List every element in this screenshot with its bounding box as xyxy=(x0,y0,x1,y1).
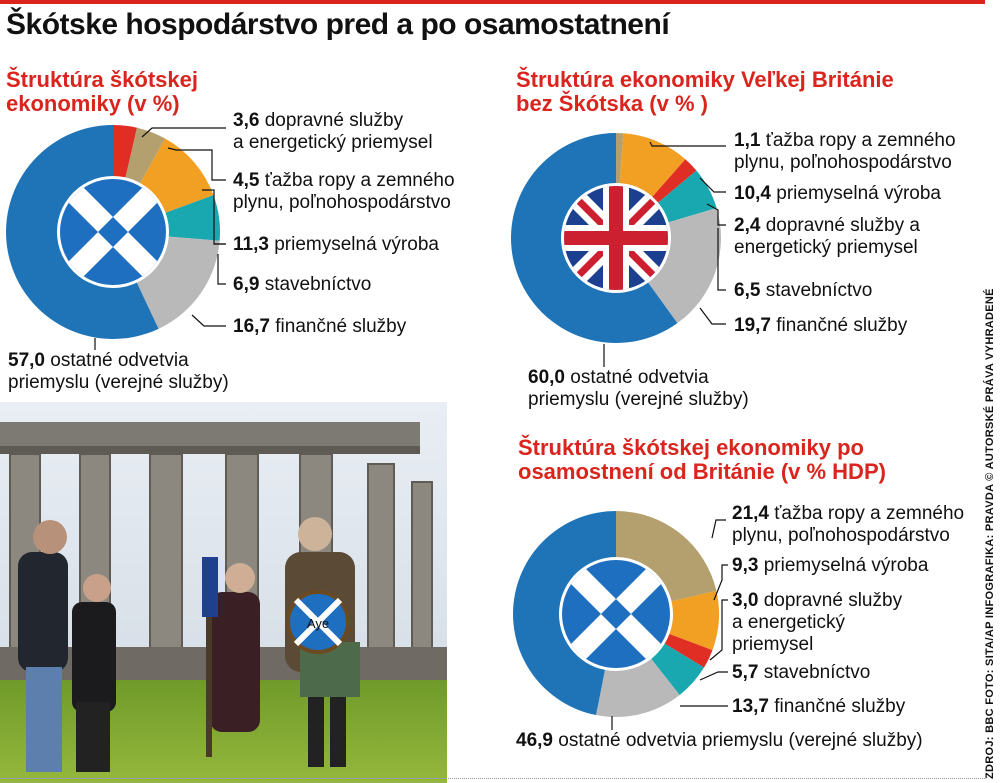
chart1-text-manufacturing: priemyselná výroba xyxy=(274,234,439,255)
chart2-text-finance: finančné služby xyxy=(776,315,908,336)
chart3-title: Štruktúra škótskej ekonomiky po osamostn… xyxy=(518,435,886,484)
chart3-value-transport: 3,0 xyxy=(732,590,759,611)
source-credit: ZDROJ: BBC FOTO: SITA/AP INFOGRAFIKA: PR… xyxy=(984,288,996,779)
top-accent-bar xyxy=(0,0,985,4)
chart2-label-transport: 2,4 dopravné služby a energetický priemys… xyxy=(734,215,920,259)
page-title: Škótske hospodárstvo pred a po osamostat… xyxy=(6,8,670,41)
chart2-slice-finance xyxy=(648,207,721,324)
chart3-text-other: ostatné odvetvia priemyslu (verejné služ… xyxy=(558,730,923,751)
chart2-slice-other xyxy=(511,133,678,343)
chart2-slice-oil xyxy=(616,133,624,184)
chart3-slice-other xyxy=(513,511,616,716)
chart1-text-transport-2: a energetický priemysel xyxy=(233,132,433,153)
chart3-slice-finance xyxy=(596,658,680,717)
chart3-text-finance: finančné služby xyxy=(774,696,906,717)
chart1-text-transport: dopravné služby xyxy=(264,110,404,131)
chart1-donut xyxy=(6,125,220,339)
chart1-text-construction: stavebníctvo xyxy=(264,274,372,295)
chart1-value-oil: 4,5 xyxy=(233,170,260,191)
chart1-slice-finance xyxy=(136,236,220,329)
chart2-label-oil: 1,1 ťažba ropy a zemného plynu, poľnohosp… xyxy=(734,130,956,174)
chart3-text-oil: ťažba ropy a zemného xyxy=(774,503,965,524)
chart2-value-other: 60,0 xyxy=(528,367,565,388)
chart3-slice-transport xyxy=(664,633,713,668)
chart2-text-construction: stavebníctvo xyxy=(765,280,873,301)
chart1-text-oil-2: plynu, poľnohospodárstvo xyxy=(233,192,451,213)
chart3-label-transport: 3,0 dopravné služby a energetický priemyse… xyxy=(732,590,902,656)
chart3-value-construction: 5,7 xyxy=(732,662,759,683)
chart1-text-other-2: priemyslu (verejné služby) xyxy=(8,372,229,393)
chart1-text-other: ostatné odvetvia xyxy=(50,350,189,371)
chart1-label-transport: 3,6 dopravné služby a energetický priemys… xyxy=(233,110,433,154)
chart2-value-oil: 1,1 xyxy=(734,130,761,151)
chart3-value-oil: 21,4 xyxy=(732,503,769,524)
chart3-label-manufacturing: 9,3 priemyselná výroba xyxy=(732,555,928,577)
chart2-text-transport: dopravné služby a xyxy=(765,215,920,236)
chart2-slice-transport xyxy=(652,159,697,203)
chart3-label-construction: 5,7 stavebníctvo xyxy=(732,662,870,684)
chart1-label-construction: 6,9 stavebníctvo xyxy=(233,274,371,296)
chart1-slice-oil xyxy=(125,127,166,184)
chart1-label-manufacturing: 11,3 priemyselná výroba xyxy=(233,234,439,256)
chart1-value-transport: 3,6 xyxy=(233,110,260,131)
chart2-text-manufacturing: priemyselná výroba xyxy=(776,183,942,204)
chart3-label-oil: 21,4 ťažba ropy a zemného plynu, poľnohos… xyxy=(732,503,964,547)
chart2-label-manufacturing: 10,4 priemyselná výroba xyxy=(734,183,941,205)
chart2-title: Štruktúra ekonomiky Veľkej Británie bez … xyxy=(516,67,894,116)
chart2-value-manufacturing: 10,4 xyxy=(734,183,771,204)
chart2-slices xyxy=(511,133,721,343)
chart1-slice-other xyxy=(6,125,159,339)
chart1-title: Štruktúra škótskej ekonomiky (v %) xyxy=(6,67,198,116)
chart3-text-construction: stavebníctvo xyxy=(763,662,871,683)
chart3-text-manufacturing: priemyselná výroba xyxy=(763,555,929,576)
chart1-label-oil: 4,5 ťažba ropy a zemného plynu, poľnohosp… xyxy=(233,170,455,214)
chart1-value-other: 57,0 xyxy=(8,350,45,371)
chart1-value-manufacturing: 11,3 xyxy=(233,234,269,255)
chart1-text-finance: finančné služby xyxy=(275,316,407,337)
chart3-slice-manufacturing xyxy=(669,590,719,651)
chart2-text-other-2: priemyslu (verejné služby) xyxy=(528,389,749,410)
chart1-label-finance: 16,7 finančné služby xyxy=(233,316,406,338)
chart3-text-oil-2: plynu, poľnohospodárstvo xyxy=(732,525,950,546)
chart3-value-finance: 13,7 xyxy=(732,696,769,717)
chart2-value-transport: 2,4 xyxy=(734,215,761,236)
chart3-text-transport-2: a energetický xyxy=(732,612,846,633)
chart1-slice-transport xyxy=(113,125,137,178)
chart3-value-other: 46,9 xyxy=(516,730,553,751)
chart3-donut xyxy=(513,511,719,717)
chart2-donut xyxy=(511,133,721,343)
shield-icon: Aye xyxy=(286,590,350,654)
chart3-label-finance: 13,7 finančné služby xyxy=(732,696,905,718)
chart1-text-oil: ťažba ropy a zemného xyxy=(264,170,455,191)
chart1-value-construction: 6,9 xyxy=(233,274,260,295)
bottom-divider xyxy=(0,778,985,779)
chart3-slice-oil xyxy=(616,511,717,602)
chart2-label-construction: 6,5 stavebníctvo xyxy=(734,280,872,302)
chart2-slice-manufacturing xyxy=(619,133,686,197)
chart2-label-finance: 19,7 finančné služby xyxy=(734,315,907,337)
chart2-value-construction: 6,5 xyxy=(734,280,761,301)
chart3-text-transport: dopravné služby xyxy=(763,590,903,611)
photo-national-monument: Aye xyxy=(0,402,447,783)
scotland-flag-icon xyxy=(60,179,166,285)
chart1-value-finance: 16,7 xyxy=(233,316,270,337)
shield-text: Aye xyxy=(307,616,329,631)
chart2-text-oil-2: plynu, poľnohospodárstvo xyxy=(734,152,952,173)
chart2-text-transport-2: energetický priemysel xyxy=(734,237,918,258)
chart2-text-oil: ťažba ropy a zemného xyxy=(765,130,956,151)
chart3-slice-construction xyxy=(651,643,704,695)
chart2-text-other: ostatné odvetvia xyxy=(570,367,709,388)
chart3-value-manufacturing: 9,3 xyxy=(732,555,759,576)
chart3-text-transport-3: priemysel xyxy=(732,634,814,655)
union-jack-flag-icon xyxy=(564,186,668,290)
chart2-value-finance: 19,7 xyxy=(734,315,771,336)
chart3-label-other: 46,9 ostatné odvetvia priemyslu (verejné… xyxy=(516,730,923,752)
chart1-label-other: 57,0 ostatné odvetvia priemyslu (verejné … xyxy=(8,350,229,394)
chart2-label-other: 60,0 ostatné odvetvia priemyslu (verejné … xyxy=(528,367,749,411)
chart3-slices xyxy=(513,511,719,717)
scotland-flag-icon xyxy=(562,560,670,668)
